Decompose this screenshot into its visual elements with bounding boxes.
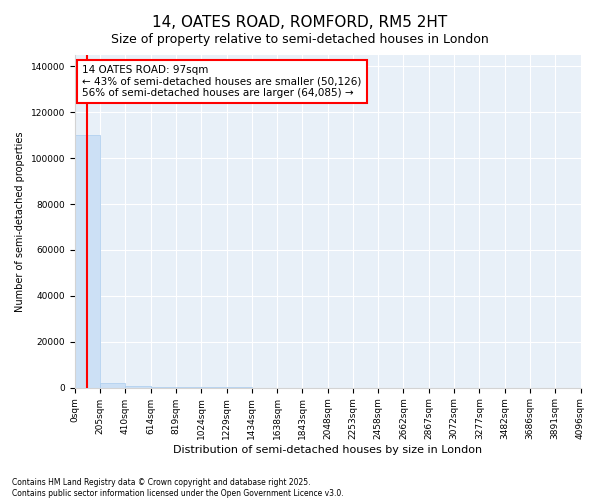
Y-axis label: Number of semi-detached properties: Number of semi-detached properties	[15, 131, 25, 312]
Bar	[125, 386, 151, 388]
Text: Contains HM Land Registry data © Crown copyright and database right 2025.
Contai: Contains HM Land Registry data © Crown c…	[12, 478, 344, 498]
Text: 14, OATES ROAD, ROMFORD, RM5 2HT: 14, OATES ROAD, ROMFORD, RM5 2HT	[152, 15, 448, 30]
Text: Size of property relative to semi-detached houses in London: Size of property relative to semi-detach…	[111, 32, 489, 46]
Text: 14 OATES ROAD: 97sqm
← 43% of semi-detached houses are smaller (50,126)
56% of s: 14 OATES ROAD: 97sqm ← 43% of semi-detac…	[82, 65, 362, 98]
Bar	[75, 136, 100, 388]
Bar	[100, 383, 125, 388]
X-axis label: Distribution of semi-detached houses by size in London: Distribution of semi-detached houses by …	[173, 445, 482, 455]
